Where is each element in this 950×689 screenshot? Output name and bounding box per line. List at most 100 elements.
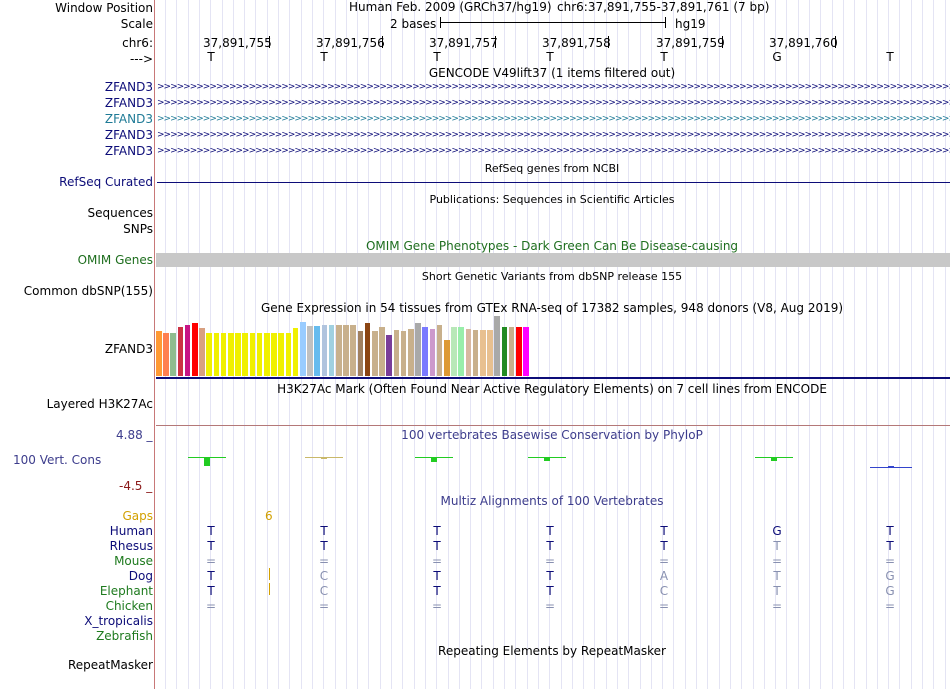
gaps-label[interactable]: Gaps [122,509,153,523]
db-label: hg19 [675,17,706,31]
gtex-bar[interactable] [508,327,515,376]
grid-line [945,0,946,689]
species-label[interactable]: Elephant [99,584,153,598]
gtex-bar[interactable] [228,333,234,376]
dbsnp-track-label[interactable]: Common dbSNP(155) [23,284,153,298]
gencode-transcript[interactable]: >>>>>>>>>>>>>>>>>>>>>>>>>>>>>>>>>>>>>>>>… [157,130,950,140]
grid-line [176,0,177,689]
aligned-base: T [320,524,328,538]
gencode-item-label[interactable]: ZFAND3 [104,80,153,94]
gtex-bar[interactable] [357,331,364,376]
species-label[interactable]: Dog [128,569,153,583]
species-label[interactable]: Chicken [105,599,153,613]
grid-line [561,0,562,689]
species-label[interactable]: Rhesus [109,539,153,553]
gtex-bar[interactable] [350,325,357,376]
grid-line [820,0,821,689]
grid-line [832,0,833,689]
gtex-bar[interactable] [177,327,184,376]
gencode-transcript[interactable]: >>>>>>>>>>>>>>>>>>>>>>>>>>>>>>>>>>>>>>>>… [157,98,950,108]
scale-text: 2 bases [390,17,437,31]
species-label[interactable]: Zebrafish [96,629,153,643]
gtex-bar[interactable] [170,333,177,376]
gtex-bar[interactable] [328,325,335,376]
sequences-label[interactable]: Sequences [87,206,153,220]
gencode-transcript[interactable]: >>>>>>>>>>>>>>>>>>>>>>>>>>>>>>>>>>>>>>>>… [157,114,950,124]
gtex-bar[interactable] [494,316,501,376]
aligned-base: C [319,584,329,598]
gtex-bar[interactable] [379,327,385,376]
gtex-bar[interactable] [487,330,493,376]
gencode-item-label[interactable]: ZFAND3 [104,96,153,110]
species-label[interactable]: X_tropicalis [84,614,153,628]
gtex-bar[interactable] [292,328,299,376]
gtex-bar[interactable] [422,327,429,376]
omim-track-label[interactable]: OMIM Genes [77,253,153,267]
gtex-bar[interactable] [458,327,465,376]
gtex-bar[interactable] [307,326,313,376]
sequence-base: T [546,50,554,64]
gencode-item-label[interactable]: ZFAND3 [104,128,153,142]
gtex-bar[interactable] [336,325,342,376]
gtex-bar[interactable] [321,325,328,376]
phylop-track-label[interactable]: 100 Vert. Cons [13,453,102,467]
gtex-bar[interactable] [271,333,277,376]
phylop-baseline [528,457,566,458]
gtex-bar[interactable] [264,333,270,376]
gtex-bar[interactable] [285,333,292,376]
gtex-bar[interactable] [163,333,169,376]
gtex-bar[interactable] [408,329,414,376]
gencode-item-label[interactable]: ZFAND3 [104,112,153,126]
aligned-base: G [885,584,895,598]
refseq-track-label[interactable]: RefSeq Curated [59,175,153,189]
gtex-bar[interactable] [256,333,263,376]
gtex-bar[interactable] [192,323,198,376]
gtex-bar[interactable] [364,323,371,376]
gtex-bar[interactable] [249,333,256,376]
grid-line [583,0,584,689]
gtex-bar[interactable] [300,322,306,376]
grid-line [753,0,754,689]
species-label[interactable]: Mouse [114,554,153,568]
h3k27ac-track-label[interactable]: Layered H3K27Ac [46,397,153,411]
gtex-bar[interactable] [199,328,205,376]
phylop-min-label: -4.5 _ [119,479,153,493]
ruler-coordinate: 37,891,756 [316,36,385,50]
gtex-bar[interactable] [444,340,450,376]
gtex-bar[interactable] [242,333,249,376]
gtex-bar[interactable] [501,327,508,376]
gtex-bar[interactable] [465,329,472,376]
gtex-bar[interactable] [343,325,349,376]
gtex-bar[interactable] [206,333,213,376]
repeatmasker-track-label[interactable]: RepeatMasker [67,658,153,672]
gtex-bar[interactable] [472,330,479,376]
gtex-track-label[interactable]: ZFAND3 [104,342,153,356]
gtex-bar[interactable] [156,331,162,376]
gtex-bar[interactable] [393,330,400,376]
gtex-bar[interactable] [523,327,529,376]
gtex-bar[interactable] [400,331,407,376]
gtex-bar[interactable] [429,329,436,376]
phylop-baseline [305,457,343,458]
gtex-bar[interactable] [314,326,321,376]
gencode-transcript[interactable]: >>>>>>>>>>>>>>>>>>>>>>>>>>>>>>>>>>>>>>>>… [157,82,950,92]
gtex-bar[interactable] [235,333,241,376]
gencode-transcript[interactable]: >>>>>>>>>>>>>>>>>>>>>>>>>>>>>>>>>>>>>>>>… [157,146,950,156]
gtex-bar[interactable] [415,323,421,376]
gtex-bar[interactable] [184,325,191,376]
gtex-bar[interactable] [278,333,285,376]
omim-gene-bar[interactable] [156,253,950,267]
snps-label[interactable]: SNPs [123,222,153,236]
gencode-item-label[interactable]: ZFAND3 [104,144,153,158]
gtex-bar[interactable] [480,330,486,376]
ruler-tick [269,36,270,48]
gtex-bar[interactable] [220,333,227,376]
gtex-bar[interactable] [213,333,220,376]
gtex-bar[interactable] [372,331,378,376]
species-label[interactable]: Human [109,524,153,538]
gtex-bar[interactable] [386,335,393,376]
gtex-bar[interactable] [516,327,522,376]
refseq-gene-line[interactable] [157,182,950,183]
gtex-bar[interactable] [436,325,443,376]
gtex-bar[interactable] [451,327,457,376]
